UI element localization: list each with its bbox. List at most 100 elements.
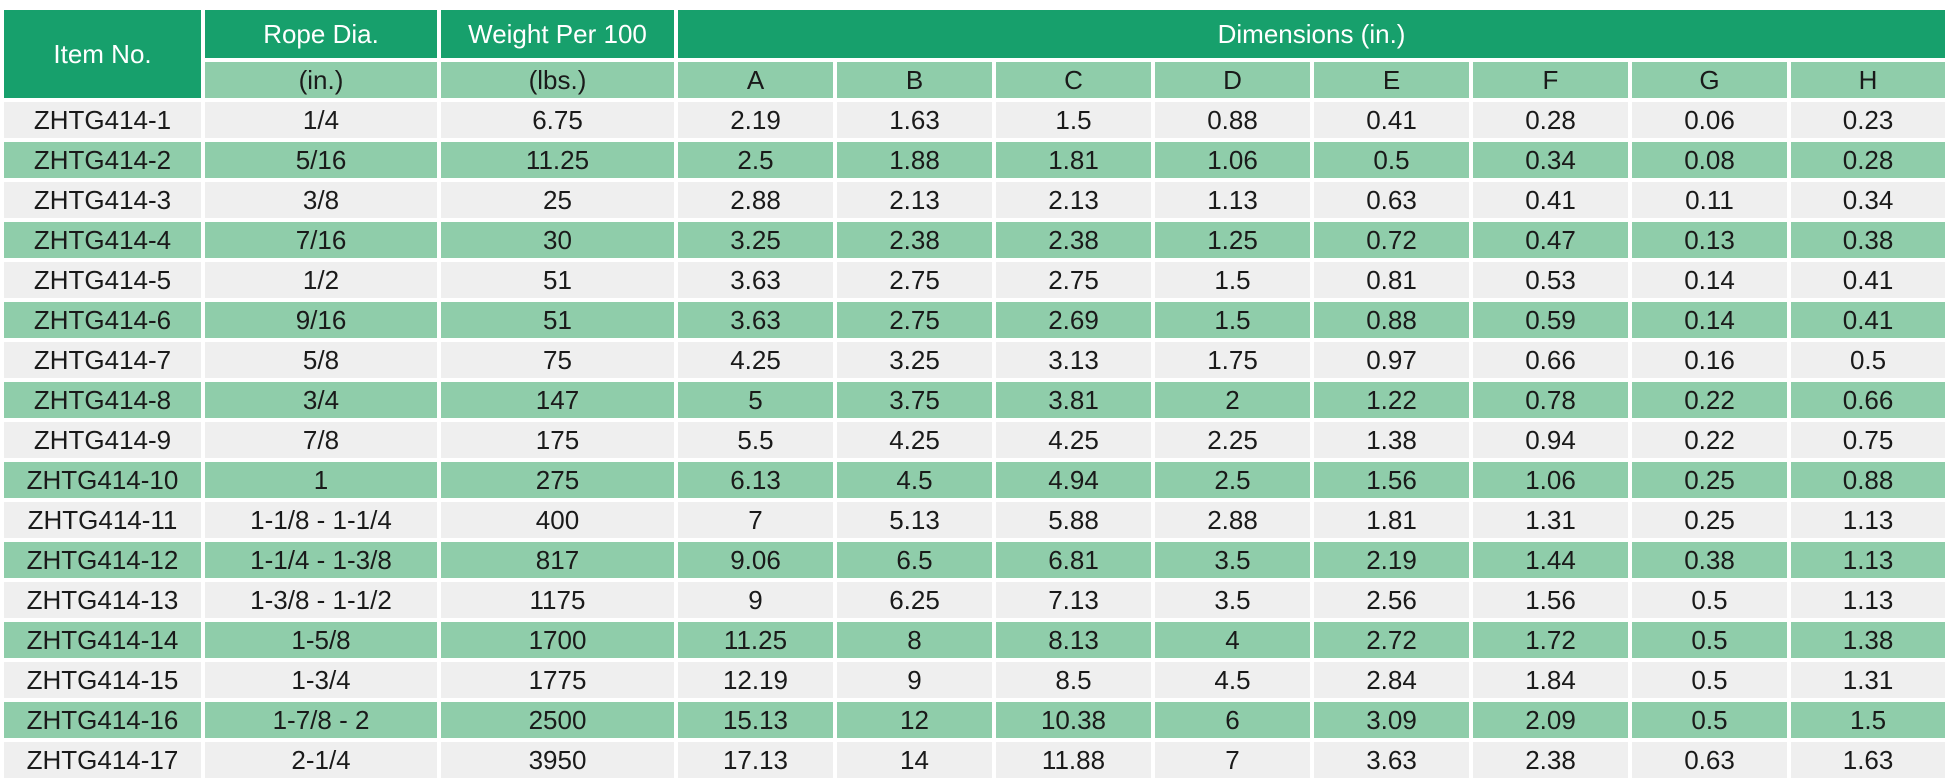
cell-dim-e: 2.84: [1314, 662, 1469, 698]
header-item-no: Item No.: [4, 10, 201, 98]
cell-dim-c: 7.13: [996, 582, 1151, 618]
cell-dim-f: 0.66: [1473, 342, 1628, 378]
cell-dim-f: 0.34: [1473, 142, 1628, 178]
cell-dim-c: 1.5: [996, 102, 1151, 138]
cell-dim-f: 1.72: [1473, 622, 1628, 658]
cell-dim-d: 3.5: [1155, 542, 1310, 578]
table-row: ZHTG414-1 1/4 6.75 2.19 1.63 1.5 0.88 0.41 0.28 0…: [4, 102, 1945, 138]
table-row: ZHTG414-6 9/16 51 3.63 2.75 2.69 1.5 0.88 0.59 0.…: [4, 302, 1945, 338]
table-body: ZHTG414-1 1/4 6.75 2.19 1.63 1.5 0.88 0.41 0.28 0…: [4, 102, 1945, 778]
cell-item-no: ZHTG414-12: [4, 542, 201, 578]
cell-dim-g: 0.38: [1632, 542, 1787, 578]
cell-dim-h: 0.41: [1791, 302, 1945, 338]
cell-dim-b: 2.13: [837, 182, 992, 218]
cell-weight: 1175: [441, 582, 674, 618]
cell-weight: 75: [441, 342, 674, 378]
cell-dim-c: 4.94: [996, 462, 1151, 498]
cell-weight: 275: [441, 462, 674, 498]
cell-dim-b: 3.75: [837, 382, 992, 418]
cell-weight: 11.25: [441, 142, 674, 178]
cell-dim-h: 0.23: [1791, 102, 1945, 138]
table-header: Item No. Rope Dia. Weight Per 100 Dimens…: [4, 10, 1945, 98]
cell-dim-g: 0.63: [1632, 742, 1787, 778]
cell-dim-c: 3.81: [996, 382, 1151, 418]
cell-dim-b: 14: [837, 742, 992, 778]
cell-rope-dia: 1-7/8 - 2: [205, 702, 437, 738]
cell-dim-h: 1.13: [1791, 582, 1945, 618]
cell-dim-f: 1.06: [1473, 462, 1628, 498]
cell-item-no: ZHTG414-9: [4, 422, 201, 458]
cell-item-no: ZHTG414-2: [4, 142, 201, 178]
cell-dim-g: 0.5: [1632, 702, 1787, 738]
cell-dim-h: 0.75: [1791, 422, 1945, 458]
cell-weight: 175: [441, 422, 674, 458]
cell-weight: 3950: [441, 742, 674, 778]
table-row: ZHTG414-4 7/16 30 3.25 2.38 2.38 1.25 0.72 0.47 0…: [4, 222, 1945, 258]
cell-weight: 51: [441, 262, 674, 298]
cell-dim-b: 12: [837, 702, 992, 738]
cell-rope-dia: 5/16: [205, 142, 437, 178]
cell-item-no: ZHTG414-5: [4, 262, 201, 298]
cell-rope-dia: 1-1/4 - 1-3/8: [205, 542, 437, 578]
cell-rope-dia: 9/16: [205, 302, 437, 338]
header-dim-h: H: [1791, 62, 1945, 98]
cell-dim-c: 4.25: [996, 422, 1151, 458]
cell-dim-c: 6.81: [996, 542, 1151, 578]
cell-dim-c: 1.81: [996, 142, 1151, 178]
cell-dim-g: 0.22: [1632, 382, 1787, 418]
cell-item-no: ZHTG414-14: [4, 622, 201, 658]
cell-dim-g: 0.22: [1632, 422, 1787, 458]
cell-dim-g: 0.5: [1632, 662, 1787, 698]
cell-dim-c: 10.38: [996, 702, 1151, 738]
cell-dim-e: 0.63: [1314, 182, 1469, 218]
cell-dim-f: 1.56: [1473, 582, 1628, 618]
header-dimensions: Dimensions (in.): [678, 10, 1945, 58]
cell-rope-dia: 7/16: [205, 222, 437, 258]
cell-dim-b: 1.63: [837, 102, 992, 138]
cell-dim-d: 4.5: [1155, 662, 1310, 698]
cell-item-no: ZHTG414-11: [4, 502, 201, 538]
cell-dim-c: 2.75: [996, 262, 1151, 298]
cell-rope-dia: 3/8: [205, 182, 437, 218]
cell-dim-b: 6.25: [837, 582, 992, 618]
cell-dim-b: 6.5: [837, 542, 992, 578]
table-row: ZHTG414-11 1-1/8 - 1-1/4 400 7 5.13 5.88 2.88 1…: [4, 502, 1945, 538]
header-rope-unit: (in.): [205, 62, 437, 98]
header-rope-dia: Rope Dia.: [205, 10, 437, 58]
unit-row: (in.) (lbs.) A B C D E F G H: [4, 62, 1945, 98]
header-dim-g: G: [1632, 62, 1787, 98]
header-weight-unit: (lbs.): [441, 62, 674, 98]
cell-dim-b: 2.75: [837, 262, 992, 298]
cell-dim-d: 2: [1155, 382, 1310, 418]
header-dim-e: E: [1314, 62, 1469, 98]
cell-dim-a: 11.25: [678, 622, 833, 658]
table-row: ZHTG414-3 3/8 25 2.88 2.13 2.13 1.13 0.63 0.41 0.…: [4, 182, 1945, 218]
cell-dim-d: 0.88: [1155, 102, 1310, 138]
cell-dim-a: 15.13: [678, 702, 833, 738]
cell-dim-b: 2.75: [837, 302, 992, 338]
cell-weight: 147: [441, 382, 674, 418]
cell-dim-a: 7: [678, 502, 833, 538]
cell-dim-g: 0.14: [1632, 262, 1787, 298]
cell-dim-b: 8: [837, 622, 992, 658]
table-row: ZHTG414-13 1-3/8 - 1-1/2 1175 9 6.25 7.13 3.5 2…: [4, 582, 1945, 618]
table-row: ZHTG414-2 5/16 11.25 2.5 1.88 1.81 1.06 0.5 0.34…: [4, 142, 1945, 178]
cell-dim-h: 1.38: [1791, 622, 1945, 658]
cell-rope-dia: 5/8: [205, 342, 437, 378]
cell-rope-dia: 1-5/8: [205, 622, 437, 658]
cell-weight: 1775: [441, 662, 674, 698]
cell-weight: 817: [441, 542, 674, 578]
cell-dim-d: 2.25: [1155, 422, 1310, 458]
cell-dim-a: 17.13: [678, 742, 833, 778]
cell-item-no: ZHTG414-7: [4, 342, 201, 378]
cell-dim-f: 0.59: [1473, 302, 1628, 338]
cell-dim-d: 1.06: [1155, 142, 1310, 178]
cell-item-no: ZHTG414-8: [4, 382, 201, 418]
cell-dim-e: 0.5: [1314, 142, 1469, 178]
cell-dim-h: 0.66: [1791, 382, 1945, 418]
cell-dim-a: 4.25: [678, 342, 833, 378]
cell-dim-d: 1.5: [1155, 262, 1310, 298]
cell-dim-e: 0.97: [1314, 342, 1469, 378]
cell-dim-e: 1.81: [1314, 502, 1469, 538]
table-row: ZHTG414-10 1 275 6.13 4.5 4.94 2.5 1.56 1.06 0.25…: [4, 462, 1945, 498]
